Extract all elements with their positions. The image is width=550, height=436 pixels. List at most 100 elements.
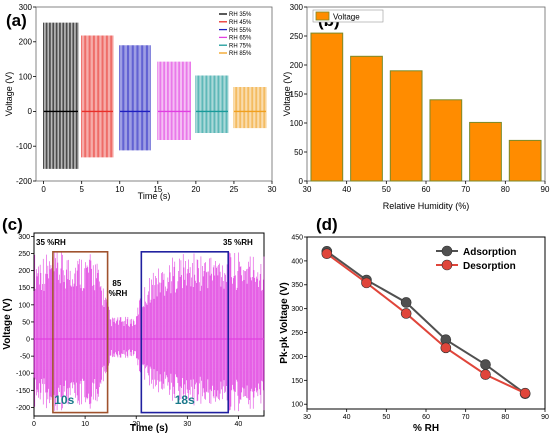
x-tick-label: 5 (79, 185, 84, 194)
data-point (400, 297, 412, 308)
series-rh-35- (43, 22, 79, 169)
y-tick-label: 50 (22, 319, 30, 326)
series-rh-75- (195, 75, 229, 133)
bar (429, 99, 463, 182)
panel-a-label: (a) (6, 11, 27, 30)
legend-label: Adsorption (463, 247, 516, 258)
legend-label: RH 85% (229, 51, 252, 57)
x-tick-label: 10 (115, 185, 124, 194)
panel-c-xlabel: Time (s) (130, 423, 168, 434)
x-tick-label: 25 (229, 185, 238, 194)
legend-label: Desorption (463, 261, 516, 272)
panel-a-ylabel: Voltage (V) (4, 72, 14, 117)
x-tick-label: 0 (41, 185, 46, 194)
y-tick-label: 0 (26, 336, 30, 343)
series-desorption (321, 248, 531, 399)
legend-label: RH 55% (229, 28, 252, 34)
x-tick-label: 80 (501, 185, 510, 194)
legend-swatch (315, 11, 330, 21)
signal-trace (233, 87, 267, 129)
legend-marker (441, 245, 453, 257)
bar (350, 55, 383, 182)
legend-label: Voltage (333, 13, 360, 22)
series-rh-55- (119, 45, 151, 151)
x-tick-label: 60 (422, 414, 430, 421)
panel-b-ylabel: Voltage (V) (282, 72, 292, 117)
legend-frame (312, 9, 384, 23)
y-tick-label: 200 (19, 38, 33, 47)
legend-item: RH 35% (219, 12, 252, 18)
signal-trace (157, 61, 191, 140)
y-tick-label: 300 (18, 234, 30, 241)
x-tick-label: 80 (501, 414, 509, 421)
y-tick-label: 150 (290, 90, 304, 99)
y-tick-label: 150 (18, 285, 30, 292)
panel-c-ylabel: Voltage (V) (2, 298, 13, 349)
y-tick-label: 300 (291, 306, 303, 313)
x-tick-label: 40 (343, 414, 351, 421)
interval-rect (52, 251, 109, 414)
x-tick-label: 30 (268, 185, 277, 194)
y-tick-label: 450 (291, 234, 303, 241)
interval-box: 18s (140, 251, 230, 414)
y-tick-label: 150 (291, 378, 303, 385)
legend-item: RH 45% (219, 20, 252, 26)
x-tick-label: 70 (461, 185, 470, 194)
x-tick-label: 50 (382, 185, 391, 194)
panel-d-label: (d) (316, 215, 338, 234)
bar (389, 70, 423, 182)
y-tick-label: -100 (16, 371, 30, 378)
x-tick-label: 50 (382, 414, 390, 421)
legend-marker (441, 259, 453, 271)
data-point (480, 359, 491, 370)
bar (508, 139, 542, 182)
signal-trace (195, 75, 229, 133)
interval-label: 10s (54, 393, 74, 407)
legend-item: RH 75% (219, 43, 252, 49)
x-tick-label: 20 (132, 421, 140, 428)
y-tick-label: 100 (18, 302, 30, 309)
legend-item: RH 65% (219, 36, 252, 42)
y-tick-label: 50 (294, 148, 303, 157)
panel-c-annotation-middle: 85 %RH (109, 279, 128, 298)
x-tick-label: 20 (191, 185, 200, 194)
y-tick-label: 200 (290, 61, 304, 70)
x-tick-label: 40 (235, 421, 243, 428)
x-tick-label: 90 (541, 414, 549, 421)
y-tick-label: -200 (16, 405, 30, 412)
legend-item: Adsorption (436, 245, 516, 258)
series-line (326, 250, 526, 395)
y-tick-label: 100 (291, 402, 303, 409)
x-tick-label: 15 (153, 185, 162, 194)
data-point (400, 308, 412, 319)
x-tick-label: 0 (32, 421, 36, 428)
y-tick-label: 200 (291, 354, 303, 361)
signal-trace (33, 251, 265, 412)
x-tick-label: 70 (462, 414, 470, 421)
y-tick-label: 200 (18, 268, 30, 275)
interval-rect (140, 251, 230, 414)
x-tick-label: 40 (342, 185, 351, 194)
legend-label: RH 75% (229, 43, 252, 49)
legend-item: RH 85% (219, 51, 252, 57)
y-tick-label: 350 (291, 282, 303, 289)
panel-d: (d) 30 40 50 60 70 80 90 100 150 200 250 300 350 400 4… (279, 215, 549, 434)
data-point (321, 248, 333, 260)
y-tick-label: -200 (16, 177, 33, 186)
panel-c-annotation-end: 35 %RH (223, 238, 253, 247)
panel-c-label: (c) (2, 215, 23, 234)
legend-item: RH 55% (219, 28, 252, 34)
series-rh-45- (81, 35, 114, 158)
legend-label: RH 35% (229, 12, 252, 18)
panel-b-plot-frame (306, 6, 546, 182)
data-point (480, 369, 491, 380)
x-tick-label: 10 (81, 421, 89, 428)
panel-d-ylabel: Pk-pk Voltage (V) (279, 282, 290, 364)
panel-c-annotation-start: 35 %RH (36, 238, 66, 247)
panel-a: (a) 0 5 10 15 20 25 30 -200 -100 0 100 200 300 RH 35… (4, 3, 277, 201)
data-point (519, 387, 531, 399)
panel-c: (c) 10s 18s 0 10 20 30 40 -200 -150 -100 -50 0 50 10… (2, 215, 265, 434)
data-point (361, 277, 372, 289)
